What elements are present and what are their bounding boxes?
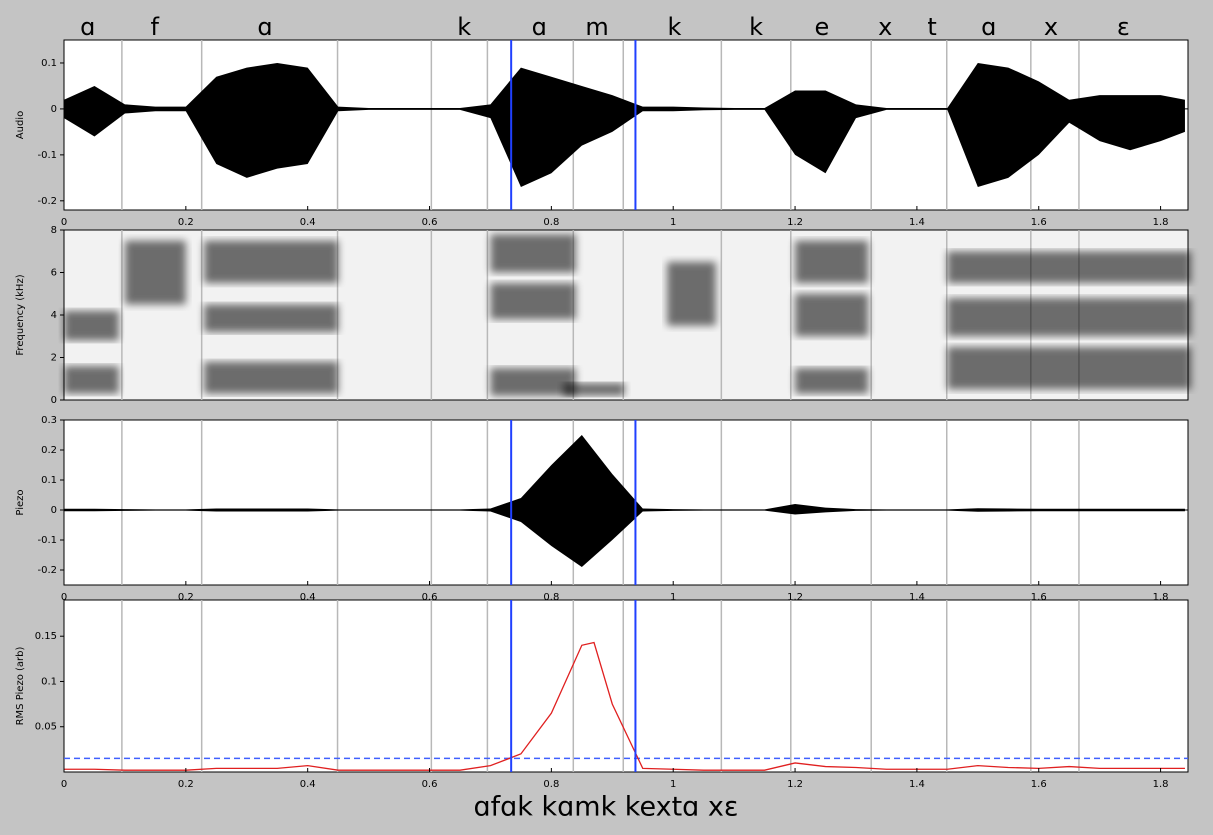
- plot-area: [64, 40, 1188, 210]
- x-tick-label: 1.4: [909, 217, 925, 228]
- y-axis-label: Frequency (kHz): [15, 274, 26, 355]
- x-tick-label: 1.2: [787, 592, 803, 603]
- y-tick-label: 0.05: [35, 722, 57, 733]
- y-tick-label: 4: [51, 310, 57, 321]
- spectral-band: [490, 234, 576, 273]
- plot-area: [64, 420, 1188, 585]
- spectral-band: [947, 251, 1192, 284]
- x-tick-label: 1.6: [1031, 217, 1047, 228]
- spectral-band: [64, 310, 119, 341]
- x-tick-label: 1.6: [1031, 779, 1047, 790]
- x-tick-label: 1: [670, 779, 676, 790]
- x-tick-label: 1.4: [909, 779, 925, 790]
- spectral-band: [490, 368, 576, 396]
- spectral-band: [563, 383, 625, 396]
- x-tick-label: 0.2: [178, 592, 194, 603]
- y-tick-label: 0.1: [41, 475, 57, 486]
- x-tick-label: 0: [61, 217, 67, 228]
- y-tick-label: -0.2: [37, 565, 57, 576]
- x-tick-label: 0.4: [300, 779, 316, 790]
- segment-label: f: [151, 13, 160, 41]
- segment-label: ɑ: [532, 13, 547, 41]
- x-tick-label: 0.8: [543, 592, 559, 603]
- x-tick-label: 1.6: [1031, 592, 1047, 603]
- y-tick-label: 0: [51, 104, 57, 115]
- spectral-band: [795, 293, 869, 337]
- rms-line: [64, 641, 1185, 771]
- spectral-band: [64, 366, 119, 394]
- waveform-envelope: [64, 510, 1185, 567]
- panel: [63, 599, 1189, 773]
- segment-label: ɑ: [981, 13, 996, 41]
- x-tick-label: 0.4: [300, 217, 316, 228]
- segment-label: k: [667, 13, 681, 41]
- x-tick-label: 0.2: [178, 779, 194, 790]
- y-tick-label: 0: [51, 395, 57, 406]
- y-tick-label: 0.3: [41, 415, 57, 426]
- spectral-band: [124, 240, 186, 305]
- y-tick-label: 0.1: [41, 676, 57, 687]
- x-tick-label: 0.6: [422, 779, 438, 790]
- y-tick-label: 0.15: [35, 631, 57, 642]
- plot-area: [64, 230, 1192, 400]
- spectral-band: [947, 346, 1192, 390]
- x-tick-label: 0.8: [543, 779, 559, 790]
- x-tick-label: 1: [670, 217, 676, 228]
- x-tick-label: 1.8: [1153, 779, 1169, 790]
- segment-label: x: [1044, 13, 1058, 41]
- y-tick-label: -0.2: [37, 196, 57, 207]
- x-tick-label: 0.4: [300, 592, 316, 603]
- y-axis-label: RMS Piezo (arb): [15, 647, 26, 726]
- segment-label: e: [814, 13, 829, 41]
- segment-label: k: [749, 13, 763, 41]
- y-tick-label: 0: [51, 505, 57, 516]
- x-tick-label: 1.2: [787, 217, 803, 228]
- segment-label: m: [585, 13, 608, 41]
- segment-label: t: [927, 13, 936, 41]
- spectral-band: [947, 298, 1192, 337]
- waveform-envelope: [64, 108, 1185, 188]
- y-tick-label: 0.1: [41, 58, 57, 69]
- segment-label: ɛ: [1117, 13, 1130, 41]
- spectral-band: [204, 240, 339, 284]
- y-tick-label: -0.1: [37, 535, 57, 546]
- y-tick-label: -0.1: [37, 150, 57, 161]
- caption: ɑfɑk kɑmk kextɑ xɛ: [474, 792, 739, 823]
- segment-label: ɑ: [257, 13, 272, 41]
- segment-label: ɑ: [80, 13, 95, 41]
- plot-area: [64, 600, 1188, 772]
- spectral-band: [204, 361, 339, 394]
- x-tick-label: 1.8: [1153, 217, 1169, 228]
- spectral-band: [795, 240, 869, 284]
- spectral-band: [490, 283, 576, 320]
- waveform-envelope: [64, 435, 1185, 510]
- y-tick-label: 2: [51, 353, 57, 364]
- x-tick-label: 0: [61, 779, 67, 790]
- x-tick-label: 0: [61, 592, 67, 603]
- waveform-envelope: [64, 62, 1185, 109]
- x-tick-label: 1.2: [787, 779, 803, 790]
- x-tick-label: 1.8: [1153, 592, 1169, 603]
- y-tick-label: 0.2: [41, 445, 57, 456]
- y-axis-label: Piezo: [15, 489, 26, 515]
- segment-label: k: [457, 13, 471, 41]
- x-tick-label: 0.8: [543, 217, 559, 228]
- x-tick-label: 0.6: [422, 592, 438, 603]
- x-tick-label: 1.4: [909, 592, 925, 603]
- y-axis-label: Audio: [15, 111, 26, 139]
- x-tick-label: 1: [670, 592, 676, 603]
- y-tick-label: 6: [51, 268, 57, 279]
- x-tick-label: 0.2: [178, 217, 194, 228]
- spectral-band: [204, 304, 339, 332]
- y-tick-label: 8: [51, 225, 57, 236]
- spectral-band: [795, 368, 869, 394]
- segment-label: x: [878, 13, 892, 41]
- x-tick-label: 0.6: [422, 217, 438, 228]
- spectral-band: [667, 261, 716, 326]
